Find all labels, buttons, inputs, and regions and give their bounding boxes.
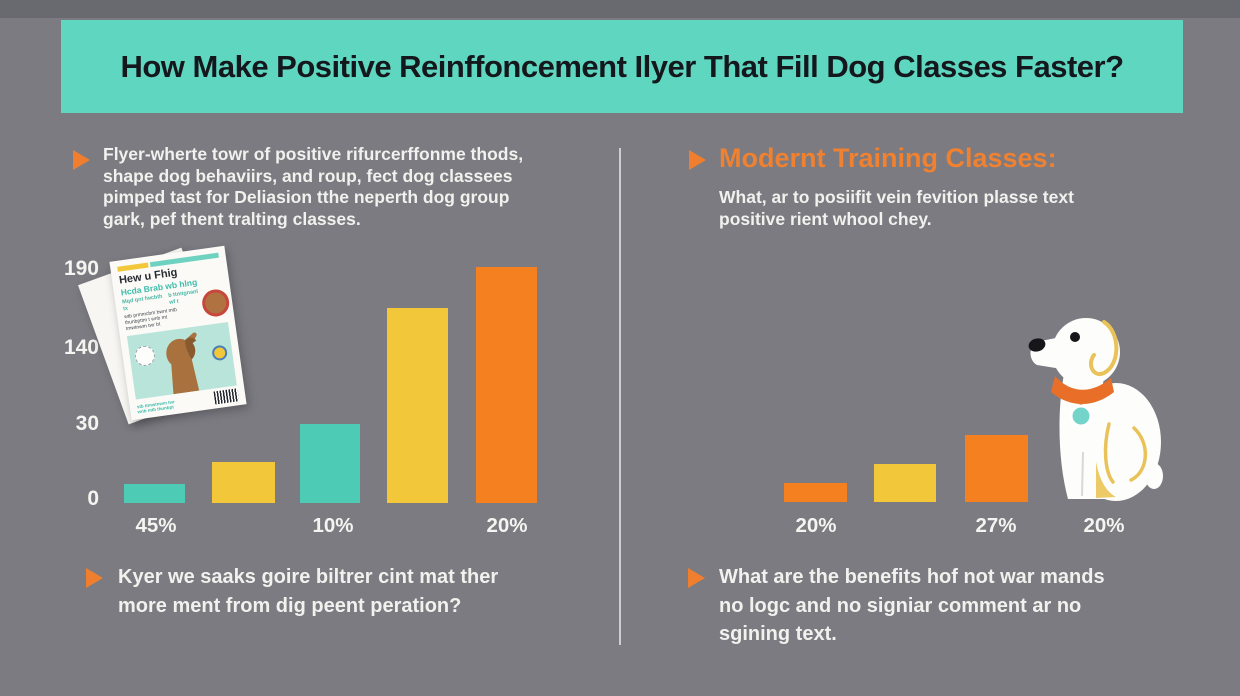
page-title: How Make Positive Reinffoncement Ilyer T… [120, 48, 1124, 84]
bullet-triangle-icon [688, 568, 705, 588]
flyer-footer-text: stb ttmwtnwm twr wnb mtb thunbpt [136, 398, 176, 415]
right-chart-bar-2 [874, 464, 936, 502]
subtext-line: positive rient whool chey. [719, 209, 932, 229]
x-label-45pct: 45% [135, 514, 177, 537]
top-border-strip [0, 0, 1240, 18]
y-tick-190: 190 [63, 257, 99, 280]
left-chart-bar-3 [300, 424, 360, 503]
question-line: Kyer we saaks goire biltrer cint mat the… [118, 566, 499, 588]
intro-line: Flyer-wherte towr of positive rifurcerff… [103, 144, 524, 164]
x-label-10pct: 10% [312, 514, 354, 537]
question-line: more ment from dig peent peration? [118, 594, 462, 617]
x-label-20pct: 20% [486, 514, 528, 537]
flyer-dog-silhouette [166, 332, 200, 394]
bullet-triangle-icon [73, 150, 90, 170]
question-line: sgining text. [719, 623, 837, 645]
y-tick-140: 140 [63, 336, 99, 359]
right-question-text: What are the benefits hof not war mands … [719, 563, 1169, 649]
right-chart-bar-1 [784, 483, 847, 502]
question-line: no logc and no signiar comment ar no [719, 594, 1082, 617]
right-chart-bar-3 [965, 435, 1028, 502]
intro-line: shape dog behaviirs, and roup, fect dog … [103, 165, 513, 186]
y-tick-0: 0 [87, 487, 99, 510]
y-tick-30: 30 [75, 412, 99, 435]
left-chart-bar-4 [387, 308, 448, 503]
left-chart-bar-2 [212, 462, 275, 503]
bullet-triangle-icon [689, 150, 706, 170]
left-chart-bar-5 [476, 267, 537, 503]
bullet-triangle-icon [86, 568, 103, 588]
flyer-dog-photo [126, 321, 237, 400]
left-chart-bar-1 [124, 484, 185, 503]
x-label-20pct-r2: 20% [1083, 514, 1125, 537]
intro-line: pimped tast for Deliasion tthe neperth d… [103, 187, 510, 208]
intro-line: gark, pef thent tralting classes. [103, 208, 361, 229]
x-label-20pct-r1: 20% [795, 514, 837, 537]
right-heading: Modernt Training Classes: [719, 143, 1057, 173]
dog-illustration [1028, 318, 1163, 501]
flyer-front-sheet: Hew u Fhig Hcda Brab wb hlng Mqd qnt fwc… [109, 245, 247, 421]
flyer-illustration: Hew u Fhig Hcda Brab wb hlng Mqd qnt fwc… [78, 245, 255, 428]
title-banner: How Make Positive Reinffoncement Ilyer T… [61, 20, 1183, 113]
subtext-line: What, ar to posiifit vein fevition plass… [719, 187, 1074, 207]
left-intro-text: Flyer-wherte towr of positive rifurcerff… [103, 144, 593, 230]
left-question-text: Kyer we saaks goire biltrer cint mat the… [118, 563, 558, 620]
column-divider [619, 148, 621, 645]
right-subtext: What, ar to posiifit vein fevition plass… [719, 186, 1189, 230]
question-line: What are the benefits hof not war mands [719, 566, 1105, 588]
flyer-barcode-icon [213, 387, 240, 405]
x-label-27pct: 27% [975, 514, 1017, 537]
